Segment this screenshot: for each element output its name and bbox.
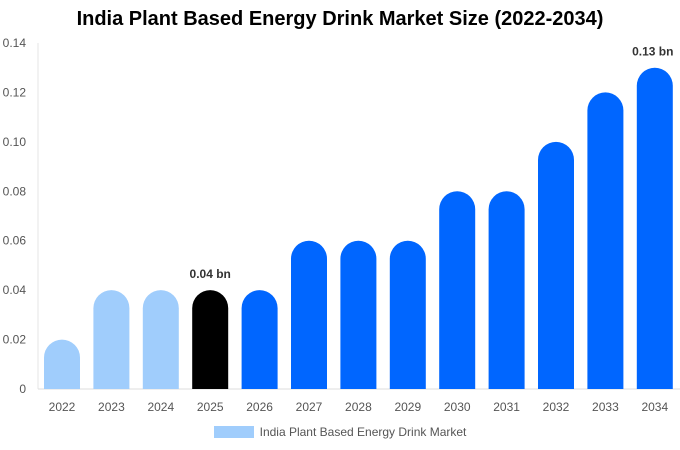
- bar-2029: [389, 240, 426, 389]
- bar-2026: [241, 290, 278, 389]
- x-tick-label: 2029: [394, 400, 421, 414]
- y-tick-label: 0.12: [3, 85, 27, 99]
- bar-2033: [587, 92, 624, 389]
- bar-2023: [93, 290, 130, 389]
- x-tick-label: 2032: [543, 400, 570, 414]
- bar-2031: [488, 191, 525, 389]
- x-tick-label: 2024: [147, 400, 174, 414]
- y-tick-label: 0.08: [3, 184, 27, 198]
- chart-title: India Plant Based Energy Drink Market Si…: [76, 8, 604, 30]
- x-tick-label: 2027: [296, 400, 323, 414]
- x-tick-label: 2033: [592, 400, 619, 414]
- x-tick-label: 2028: [345, 400, 372, 414]
- legend-swatch: [213, 426, 254, 438]
- legend-label: India Plant Based Energy Drink Market: [259, 425, 467, 439]
- bar-2028: [340, 240, 377, 389]
- bar-2027: [291, 240, 327, 389]
- legend: India Plant Based Energy Drink Market: [0, 425, 680, 439]
- bar-2024: [142, 290, 179, 389]
- x-tick-label: 2034: [641, 400, 668, 414]
- data-label-2025: 0.04 bn: [190, 267, 231, 281]
- x-tick-label: 2031: [493, 400, 520, 414]
- data-label-2034: 0.13 bn: [632, 45, 673, 59]
- x-tick-label: 2025: [197, 400, 224, 414]
- x-tick-label: 2026: [246, 400, 273, 414]
- y-tick-label: 0.02: [3, 333, 27, 347]
- x-tick-label: 2023: [98, 400, 125, 414]
- bar-2030: [439, 191, 476, 389]
- y-tick-label: 0.04: [3, 283, 27, 297]
- bar-2022: [44, 339, 80, 389]
- bar-2025: [192, 290, 229, 389]
- y-tick-label: 0.06: [3, 234, 27, 248]
- y-tick-label: 0.14: [3, 36, 27, 50]
- y-tick-label: 0: [19, 382, 26, 396]
- x-tick-label: 2022: [49, 400, 76, 414]
- bar-2034: [636, 67, 673, 389]
- y-tick-label: 0.10: [3, 135, 27, 149]
- bar-2032: [538, 141, 574, 389]
- x-tick-label: 2030: [444, 400, 471, 414]
